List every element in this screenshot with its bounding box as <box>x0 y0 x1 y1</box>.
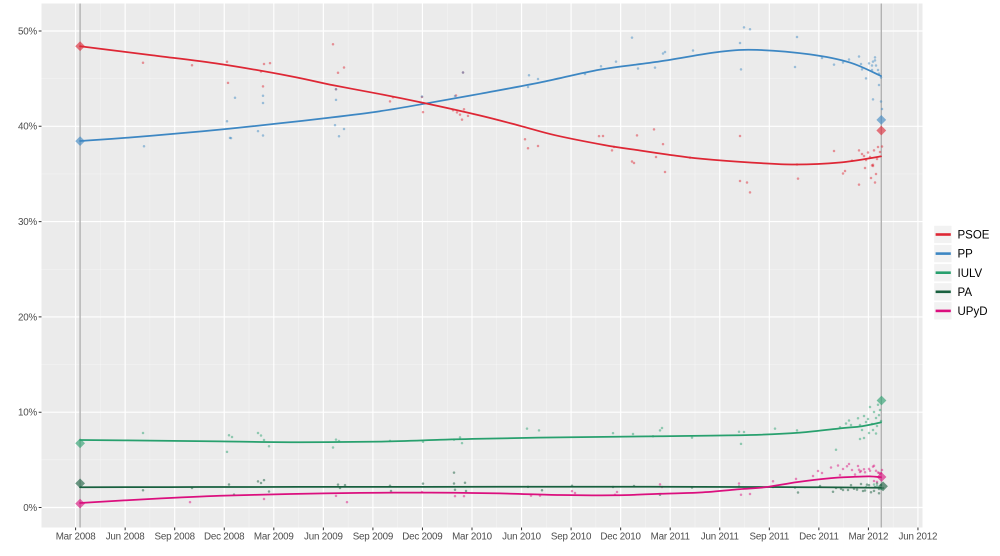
svg-text:Mar 2011: Mar 2011 <box>651 532 690 543</box>
svg-text:Mar 2012: Mar 2012 <box>849 532 889 543</box>
svg-text:UPyD: UPyD <box>958 306 988 318</box>
svg-text:Dec 2010: Dec 2010 <box>600 532 641 543</box>
svg-text:Dec 2009: Dec 2009 <box>402 532 442 543</box>
svg-text:Sep 2011: Sep 2011 <box>749 532 789 543</box>
svg-text:IULV: IULV <box>958 268 983 280</box>
svg-text:Sep 2010: Sep 2010 <box>551 532 592 543</box>
svg-text:PA: PA <box>958 287 973 299</box>
svg-text:Sep 2009: Sep 2009 <box>353 532 393 543</box>
svg-text:PP: PP <box>958 249 974 261</box>
svg-text:30%: 30% <box>18 217 37 228</box>
svg-text:20%: 20% <box>18 312 37 323</box>
svg-text:50%: 50% <box>18 26 37 37</box>
svg-text:Mar 2010: Mar 2010 <box>452 532 493 543</box>
svg-text:Mar 2008: Mar 2008 <box>56 532 97 543</box>
svg-text:Dec 2008: Dec 2008 <box>204 532 245 543</box>
svg-text:Dec 2011: Dec 2011 <box>799 532 839 543</box>
svg-text:Jun 2009: Jun 2009 <box>304 532 343 543</box>
svg-text:Jun 2011: Jun 2011 <box>701 532 739 543</box>
svg-text:10%: 10% <box>18 408 37 419</box>
svg-text:Jun 2012: Jun 2012 <box>899 532 938 543</box>
svg-text:PSOE: PSOE <box>958 230 990 242</box>
svg-text:0%: 0% <box>23 503 37 514</box>
svg-text:Sep 2008: Sep 2008 <box>155 532 196 543</box>
svg-text:Jun 2008: Jun 2008 <box>106 532 145 543</box>
svg-text:Jun 2010: Jun 2010 <box>502 532 541 543</box>
svg-text:Mar 2009: Mar 2009 <box>254 532 294 543</box>
svg-text:40%: 40% <box>18 122 37 133</box>
